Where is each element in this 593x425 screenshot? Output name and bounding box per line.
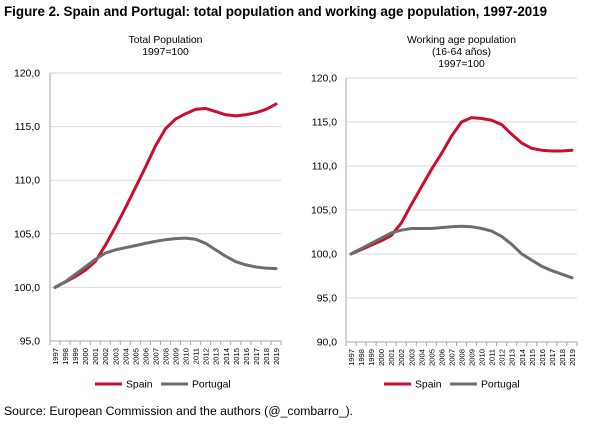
y-tick-label: 120,0 — [311, 74, 337, 85]
chart-title-line: 1997=100 — [438, 59, 485, 70]
x-tick-label: 2016 — [538, 349, 547, 366]
x-tick-label: 2016 — [242, 348, 251, 365]
y-tick-label: 95,0 — [20, 337, 40, 348]
x-tick-label: 2012 — [202, 348, 211, 365]
x-tick-label: 2007 — [151, 348, 160, 365]
x-tick-label: 2019 — [272, 348, 281, 365]
x-tick-label: 2002 — [101, 348, 110, 365]
x-tick-label: 1999 — [367, 349, 376, 366]
y-tick-label: 105,0 — [311, 206, 337, 217]
x-tick-label: 2018 — [558, 349, 567, 366]
x-tick-label: 2014 — [518, 349, 527, 366]
legend-label-spain: Spain — [415, 380, 442, 391]
chart-title-line: Total Population — [129, 35, 203, 46]
x-tick-label: 2005 — [131, 348, 140, 365]
y-tick-label: 115,0 — [312, 118, 337, 129]
y-tick-label: 95,0 — [317, 294, 337, 305]
x-tick-label: 2006 — [141, 348, 150, 365]
x-tick-label: 2009 — [468, 349, 477, 366]
x-tick-label: 2002 — [397, 349, 406, 366]
x-tick-label: 1998 — [61, 348, 70, 365]
x-tick-label: 2008 — [162, 348, 171, 365]
chart-title-line: (16-64 años) — [432, 47, 491, 58]
x-tick-label: 2018 — [262, 348, 271, 365]
x-tick-label: 2012 — [498, 349, 507, 366]
x-tick-label: 2007 — [447, 349, 456, 366]
x-tick-label: 2011 — [192, 348, 201, 364]
x-tick-label: 2004 — [417, 349, 426, 366]
chart-title-line: 1997=100 — [142, 47, 189, 58]
x-tick-label: 2010 — [478, 349, 487, 366]
source-note: Source: European Commission and the auth… — [4, 404, 354, 418]
y-tick-label: 110,0 — [15, 176, 40, 187]
x-tick-label: 2005 — [427, 349, 436, 366]
x-tick-label: 2014 — [222, 348, 231, 365]
y-tick-label: 100,0 — [311, 250, 337, 261]
y-tick-label: 115,0 — [15, 122, 40, 133]
x-tick-label: 2001 — [91, 348, 100, 365]
x-tick-label: 2015 — [232, 348, 241, 365]
legend-label-spain: Spain — [126, 380, 153, 391]
legend-label-portugal: Portugal — [192, 380, 231, 391]
x-tick-label: 2003 — [111, 348, 120, 365]
x-tick-label: 2009 — [172, 348, 181, 365]
x-tick-label: 2000 — [377, 349, 386, 366]
x-tick-label: 2004 — [121, 348, 130, 365]
x-tick-label: 2013 — [212, 348, 221, 365]
series-line-portugal — [349, 224, 574, 280]
x-tick-label: 1997 — [347, 349, 356, 366]
x-tick-label: 1998 — [357, 349, 366, 366]
legend-label-portugal: Portugal — [481, 380, 520, 391]
x-tick-label: 2000 — [81, 348, 90, 365]
y-tick-label: 105,0 — [14, 229, 40, 240]
figure-title: Figure 2. Spain and Portugal: total popu… — [4, 4, 548, 19]
series-line-portugal — [53, 236, 278, 289]
y-tick-label: 100,0 — [14, 283, 40, 294]
x-tick-label: 1999 — [71, 348, 80, 365]
x-tick-label: 1997 — [51, 348, 60, 365]
series-line-spain — [53, 102, 278, 289]
x-tick-label: 2001 — [387, 349, 396, 366]
x-tick-label: 2017 — [548, 349, 557, 366]
y-tick-label: 90,0 — [317, 338, 337, 349]
x-tick-label: 2008 — [458, 349, 467, 366]
x-tick-label: 2010 — [182, 348, 191, 365]
x-tick-label: 2017 — [252, 348, 261, 365]
series-line-spain — [349, 116, 574, 256]
y-tick-label: 110,0 — [312, 162, 337, 173]
x-tick-label: 2015 — [528, 349, 537, 366]
chart-title-line: Working age population — [407, 35, 516, 46]
x-tick-label: 2013 — [508, 349, 517, 366]
x-tick-label: 2019 — [568, 349, 577, 366]
x-tick-label: 2003 — [407, 349, 416, 366]
x-tick-label: 2011 — [488, 349, 497, 365]
x-tick-label: 2006 — [437, 349, 446, 366]
y-tick-label: 120,0 — [14, 69, 40, 80]
